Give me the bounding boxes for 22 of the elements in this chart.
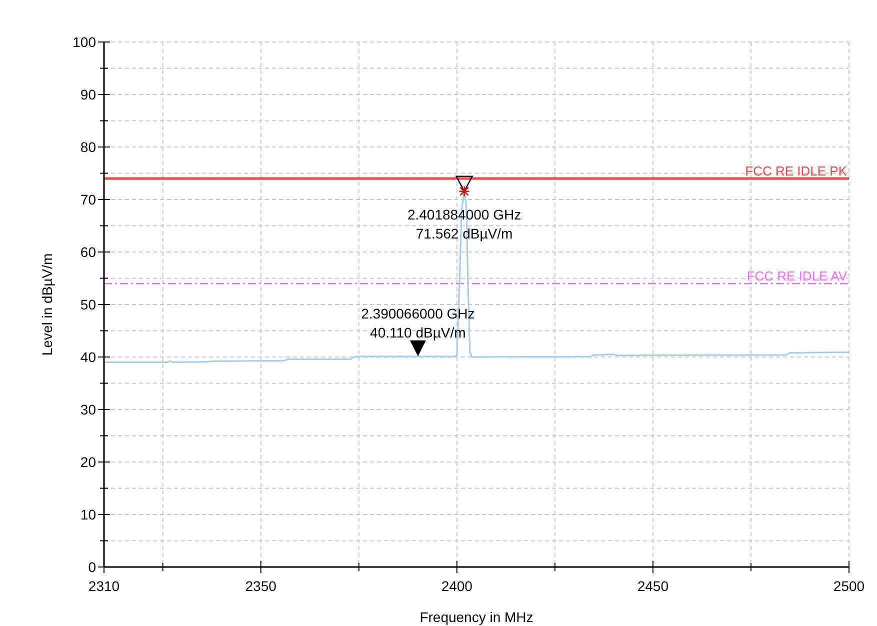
y-tick-label: 70 (80, 191, 96, 208)
x-tick-label: 2500 (833, 578, 865, 594)
y-tick-label: 100 (72, 34, 96, 50)
y-tick-label: 80 (80, 138, 96, 155)
x-tick-label: 2350 (245, 578, 277, 594)
annotation: 2.390066000 GHz 40.110 dBµV/m (361, 305, 475, 340)
x-axis-title: Frequency in MHz (420, 609, 534, 625)
annotation: 2.401884000 GHz 71.562 dBµV/m (407, 206, 522, 242)
y-tick-label: 40 (80, 348, 96, 365)
y-tick-label: 30 (80, 401, 96, 418)
y-tick-label: 60 (80, 244, 96, 260)
x-tick-label: 2400 (441, 578, 473, 594)
ref-line-label: FCC RE IDLE PK (745, 164, 848, 178)
y-tick-label: 50 (80, 296, 96, 312)
y-tick-label: 10 (80, 506, 96, 522)
x-tick-label: 2450 (637, 578, 669, 594)
y-tick-label: 20 (80, 454, 96, 470)
ref-line-label: FCC RE IDLE AV (746, 268, 848, 284)
y-tick-label: 90 (80, 86, 96, 102)
x-tick-label: 2310 (88, 578, 120, 594)
y-axis-title: Level in dBµV/m (39, 253, 55, 356)
y-tick-label: 0 (88, 558, 96, 575)
